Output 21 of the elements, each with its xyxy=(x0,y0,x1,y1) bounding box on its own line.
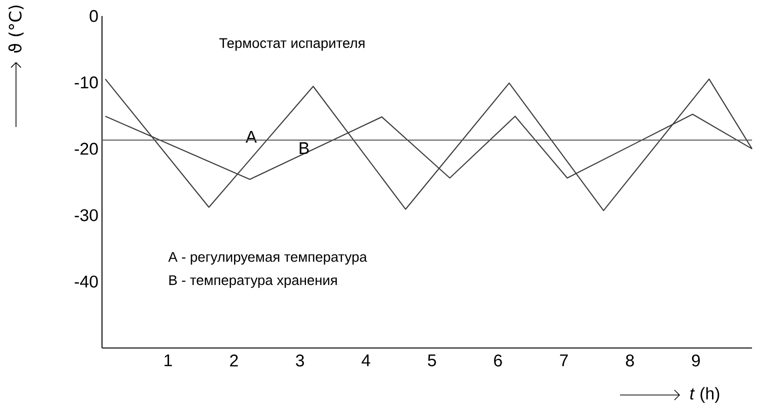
y-tick-label: -10 xyxy=(74,76,98,88)
x-tick-label: 2 xyxy=(230,354,238,366)
x-tick-label: 8 xyxy=(626,354,634,367)
y-tick-label: -40 xyxy=(74,276,98,288)
text: Термостат испарителя xyxy=(219,38,364,51)
x-tick-label: 4 xyxy=(362,354,370,366)
annotation: A - регулируемая температура xyxy=(168,252,368,265)
x-tick-label: 7 xyxy=(560,354,568,366)
x-tick-label: 6 xyxy=(494,354,502,367)
x-axis-title: t (h) xyxy=(690,387,720,403)
series-label: B xyxy=(300,142,309,154)
annotation: B - температура хранения xyxy=(169,275,337,288)
y-tick-label: 0 xyxy=(90,10,98,22)
y-tick-label: -20 xyxy=(74,142,98,155)
x-tick-label: 3 xyxy=(296,354,304,367)
y-tick-label: -30 xyxy=(74,209,98,222)
x-tick-label: 1 xyxy=(164,354,172,366)
x-tick-label: 5 xyxy=(428,354,436,366)
series-label: A xyxy=(246,130,257,143)
x-tick-label: 9 xyxy=(692,354,700,367)
y-axis-title: ϑ (°C) xyxy=(8,6,24,53)
